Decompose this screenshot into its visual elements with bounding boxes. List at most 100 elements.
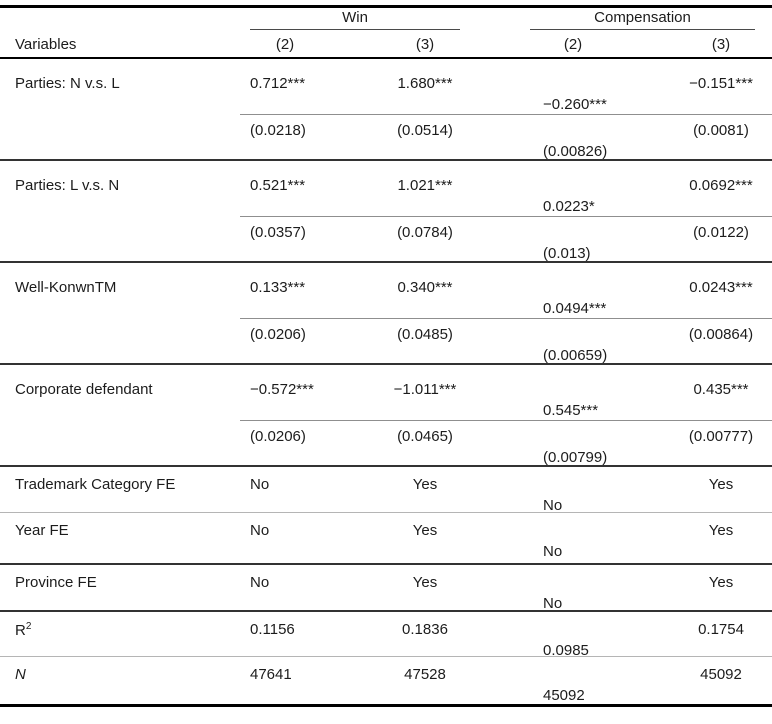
empty-cell xyxy=(0,114,240,161)
r2-superscript: 2 xyxy=(25,620,32,632)
table-row: (0.0206) (0.0485) (0.00659) (0.00864) xyxy=(0,318,772,365)
coef-cell: 0.133*** xyxy=(240,261,330,319)
fe-cell: No xyxy=(240,512,330,565)
fe-cell: Yes xyxy=(620,465,772,513)
se-cell: (0.00826) xyxy=(500,114,620,161)
coef-cell: 0.0494*** xyxy=(500,261,620,319)
coef-value-offset: −0.260*** xyxy=(543,95,607,113)
se-cell: (0.0206) xyxy=(240,318,330,365)
spanner-empty-cell xyxy=(0,7,240,30)
fe-cell: Yes xyxy=(620,563,772,612)
se-cell: (0.0357) xyxy=(240,216,330,263)
variable-label: Parties: L v.s. N xyxy=(15,176,120,194)
fe-cell: No xyxy=(500,512,620,565)
empty-cell xyxy=(0,318,240,365)
stat-cell: 45092 xyxy=(500,657,620,706)
fe-cell: No xyxy=(500,563,620,612)
fe-cell: No xyxy=(240,563,330,612)
empty-cell xyxy=(0,216,240,263)
stat-cell: 0.1156 xyxy=(240,610,330,657)
se-cell: (0.00659) xyxy=(500,318,620,365)
se-cell: (0.00777) xyxy=(620,420,772,467)
variable-label: Corporate defendant xyxy=(15,380,153,398)
se-cell: (0.0485) xyxy=(330,318,500,365)
se-cell: (0.013) xyxy=(500,216,620,263)
table-row: (0.0218) (0.0514) (0.00826) (0.0081) xyxy=(0,114,772,161)
fe-cell: Yes xyxy=(620,512,772,565)
variable-label: Parties: N v.s. L xyxy=(15,74,120,92)
coef-cell: −0.151*** xyxy=(620,57,772,115)
table-row: Trademark Category FE No Yes No Yes xyxy=(0,465,772,514)
r2-base: R xyxy=(15,621,26,639)
se-cell: (0.0514) xyxy=(330,114,500,161)
column-header: (2) xyxy=(500,29,620,59)
se-cell: (0.0122) xyxy=(620,216,772,263)
coef-cell: −0.572*** xyxy=(240,363,330,421)
spanner-compensation-label: Compensation xyxy=(530,9,756,30)
variable-label: Trademark Category FE xyxy=(0,465,240,513)
se-cell: (0.0465) xyxy=(330,420,500,467)
spanner-header-row: Win Compensation xyxy=(0,7,772,30)
fe-cell: Yes xyxy=(330,512,500,565)
spanner-win-label: Win xyxy=(250,9,460,30)
se-cell: (0.00864) xyxy=(620,318,772,365)
se-value-offset: (0.00799) xyxy=(543,449,608,466)
column-header: (3) xyxy=(330,29,500,59)
stat-cell: 47528 xyxy=(404,666,446,683)
coef-value-offset: 0.545*** xyxy=(543,401,599,419)
coef-cell: −0.260*** xyxy=(500,57,620,115)
coef-cell: 1.680*** xyxy=(330,57,500,115)
coef-cell: 0.435*** xyxy=(620,363,772,421)
fe-cell: Yes xyxy=(330,563,500,612)
column-header: (2) xyxy=(240,29,330,59)
coef-cell: 0.712*** xyxy=(240,57,330,115)
coef-cell: 1.021*** xyxy=(330,159,500,217)
variable-label: Province FE xyxy=(0,563,240,612)
coef-cell: 0.0223* xyxy=(500,159,620,217)
stat-cell: 0.1754 xyxy=(620,610,772,657)
stat-cell: 0.0985 xyxy=(500,610,620,659)
stat-cell: 0.1836 xyxy=(330,610,500,657)
table-row: Parties: L v.s. N 0.521*** 1.021*** 0.02… xyxy=(0,159,772,217)
fe-value-offset: No xyxy=(543,594,563,612)
stat-value-offset: 0.0985 xyxy=(543,641,589,659)
table-row: Corporate defendant −0.572*** −1.011*** … xyxy=(0,363,772,421)
table-row: Province FE No Yes No Yes xyxy=(0,563,772,612)
variables-header: Variables xyxy=(0,29,240,59)
variable-label: Well-KonwnTM xyxy=(15,278,117,296)
se-cell: (0.00799) xyxy=(500,420,620,467)
se-value-offset: (0.00826) xyxy=(543,143,608,160)
table-row: (0.0357) (0.0784) (0.013) (0.0122) xyxy=(0,216,772,263)
fe-value-offset: No xyxy=(543,496,563,514)
se-cell: (0.0206) xyxy=(240,420,330,467)
spanner-compensation: Compensation xyxy=(500,7,772,30)
variable-label: Year FE xyxy=(0,512,240,565)
table-row: Year FE No Yes No Yes xyxy=(0,512,772,565)
coef-cell: 0.545*** xyxy=(500,363,620,421)
fe-cell: Yes xyxy=(330,465,500,513)
se-cell: (0.0081) xyxy=(620,114,772,161)
se-value-offset: (0.00659) xyxy=(543,347,608,364)
se-cell: (0.0784) xyxy=(330,216,500,263)
se-cell: (0.0218) xyxy=(240,114,330,161)
coef-cell: −1.011*** xyxy=(330,363,500,421)
table-row: R2 0.1156 0.1836 0.0985 0.1754 xyxy=(0,610,772,659)
fe-value-offset: No xyxy=(543,543,563,560)
fe-cell: No xyxy=(500,465,620,514)
stat-label-r2: R2 xyxy=(0,610,240,657)
table-row: Well-KonwnTM 0.133*** 0.340*** 0.0494***… xyxy=(0,261,772,319)
coef-value-offset: 0.0223* xyxy=(543,197,595,215)
regression-table: Win Compensation Variables (2) (3) (2) (… xyxy=(0,5,772,707)
column-header-row: Variables (2) (3) (2) (3) xyxy=(0,29,772,59)
stat-cell: 47641 xyxy=(250,666,292,683)
column-header: (3) xyxy=(620,29,772,59)
stat-cell: 45092 xyxy=(700,666,742,683)
spanner-win: Win xyxy=(240,7,500,30)
coef-value-offset: 0.0494*** xyxy=(543,299,607,317)
table-row: N 47641 47528 45092 45092 xyxy=(0,657,772,706)
empty-cell xyxy=(0,420,240,467)
fe-cell: No xyxy=(240,465,330,513)
table-row: Parties: N v.s. L 0.712*** 1.680*** −0.2… xyxy=(0,57,772,115)
stat-value-offset: 45092 xyxy=(543,687,585,704)
stat-label-n: N xyxy=(15,666,26,683)
